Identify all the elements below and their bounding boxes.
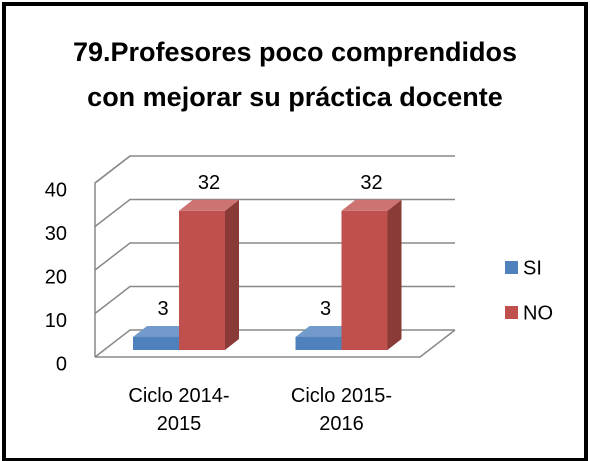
y-tick-label: 30 (45, 223, 67, 245)
bar (133, 336, 179, 350)
value-label: 3 (320, 298, 331, 320)
y-tick-label: 40 (45, 179, 67, 201)
legend-label: NO (523, 302, 553, 324)
y-tick-label: 0 (56, 353, 67, 375)
value-label: 32 (198, 172, 220, 194)
bar-side (225, 199, 239, 350)
y-tick-label: 20 (45, 266, 67, 288)
bar (179, 210, 225, 350)
bar-top (295, 325, 356, 337)
bar-top (341, 199, 402, 211)
bar-top (133, 325, 193, 337)
bar (295, 336, 342, 350)
bar-side (387, 199, 402, 350)
grid-line (94, 198, 455, 228)
legend-swatch (505, 306, 518, 319)
legend-swatch (505, 261, 518, 274)
x-tick-label: Ciclo 2015-2016 (290, 385, 393, 435)
legend-label: SI (523, 257, 542, 279)
grid-line (94, 155, 455, 184)
value-label: 32 (360, 172, 382, 194)
bar-top (179, 199, 239, 211)
chart-title: 79.Profesores poco comprendidos con mejo… (72, 37, 518, 112)
value-label: 3 (157, 298, 168, 320)
x-tick-label: Ciclo 2014-2015 (128, 385, 230, 435)
floor-edge (95, 329, 456, 358)
bar (341, 210, 388, 350)
y-tick-label: 10 (45, 310, 67, 332)
